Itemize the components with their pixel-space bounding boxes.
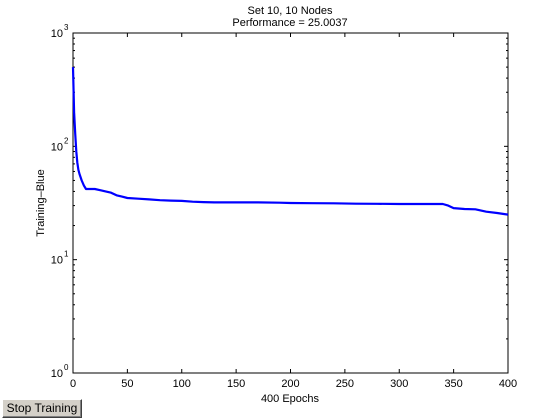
series-layer [71, 67, 509, 216]
x-axis-label: 400 Epochs [261, 393, 320, 405]
x-tick-label: 100 [173, 378, 191, 390]
x-tick-label: 0 [70, 378, 76, 390]
chart-subtitle: Performance = 25.0037 [232, 17, 347, 29]
y-tick-label-exponent: 2 [64, 136, 69, 145]
training-error-line [71, 67, 509, 216]
x-tick-label: 400 [499, 378, 517, 390]
x-tick-label: 150 [227, 378, 245, 390]
stop-training-button[interactable]: Stop Training [2, 399, 82, 418]
y-tick-label-exponent: 3 [64, 23, 69, 32]
x-tick-label: 350 [444, 378, 462, 390]
y-tick-label-base: 10 [51, 368, 63, 380]
y-tick-label-base: 10 [51, 28, 63, 40]
y-tick-label-base: 10 [51, 141, 63, 153]
y-tick-label-exponent: 0 [64, 363, 69, 372]
x-tick-label: 200 [281, 378, 299, 390]
y-axis-label: Training–Blue [35, 169, 47, 236]
x-tick-label: 50 [121, 378, 133, 390]
chart-title: Set 10, 10 Nodes [247, 5, 333, 17]
x-axis-ticks: 0 50 100 150 200 250 300 350 400 [70, 33, 517, 390]
x-tick-label: 250 [336, 378, 354, 390]
y-tick-label-base: 10 [51, 255, 63, 267]
y-tick-label-exponent: 1 [64, 250, 69, 259]
x-tick-label: 300 [390, 378, 408, 390]
